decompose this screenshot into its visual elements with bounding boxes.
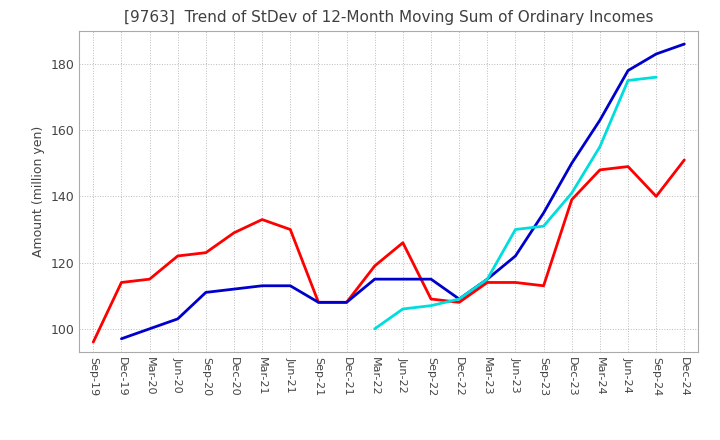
3 Years — [680, 158, 688, 163]
5 Years — [595, 117, 604, 123]
3 Years — [483, 280, 492, 285]
7 Years — [427, 303, 436, 308]
3 Years — [652, 194, 660, 199]
3 Years — [427, 297, 436, 302]
7 Years — [567, 191, 576, 196]
3 Years — [567, 197, 576, 202]
3 Years — [595, 167, 604, 172]
3 Years — [202, 250, 210, 255]
5 Years — [624, 68, 632, 73]
5 Years — [567, 161, 576, 166]
Y-axis label: Amount (million yen): Amount (million yen) — [32, 126, 45, 257]
5 Years — [652, 51, 660, 57]
5 Years — [174, 316, 182, 322]
3 Years — [117, 280, 126, 285]
5 Years — [202, 290, 210, 295]
5 Years — [539, 210, 548, 216]
3 Years — [89, 339, 98, 345]
5 Years — [455, 297, 464, 302]
3 Years — [539, 283, 548, 288]
Line: 5 Years: 5 Years — [122, 44, 684, 339]
Line: 3 Years: 3 Years — [94, 160, 684, 342]
3 Years — [174, 253, 182, 259]
3 Years — [286, 227, 294, 232]
5 Years — [258, 283, 266, 288]
Title: [9763]  Trend of StDev of 12-Month Moving Sum of Ordinary Incomes: [9763] Trend of StDev of 12-Month Moving… — [124, 11, 654, 26]
7 Years — [455, 297, 464, 302]
5 Years — [680, 41, 688, 47]
5 Years — [399, 276, 408, 282]
7 Years — [539, 224, 548, 229]
5 Years — [117, 336, 126, 341]
5 Years — [370, 276, 379, 282]
3 Years — [399, 240, 408, 246]
7 Years — [511, 227, 520, 232]
3 Years — [511, 280, 520, 285]
7 Years — [624, 78, 632, 83]
5 Years — [286, 283, 294, 288]
7 Years — [595, 144, 604, 149]
3 Years — [624, 164, 632, 169]
7 Years — [370, 326, 379, 331]
3 Years — [145, 276, 154, 282]
7 Years — [652, 74, 660, 80]
3 Years — [455, 300, 464, 305]
5 Years — [483, 276, 492, 282]
3 Years — [314, 300, 323, 305]
5 Years — [427, 276, 436, 282]
5 Years — [342, 300, 351, 305]
7 Years — [483, 276, 492, 282]
5 Years — [314, 300, 323, 305]
3 Years — [230, 230, 238, 235]
3 Years — [342, 300, 351, 305]
5 Years — [511, 253, 520, 259]
5 Years — [145, 326, 154, 331]
3 Years — [258, 217, 266, 222]
3 Years — [370, 263, 379, 268]
7 Years — [399, 306, 408, 312]
Line: 7 Years: 7 Years — [374, 77, 656, 329]
5 Years — [230, 286, 238, 292]
